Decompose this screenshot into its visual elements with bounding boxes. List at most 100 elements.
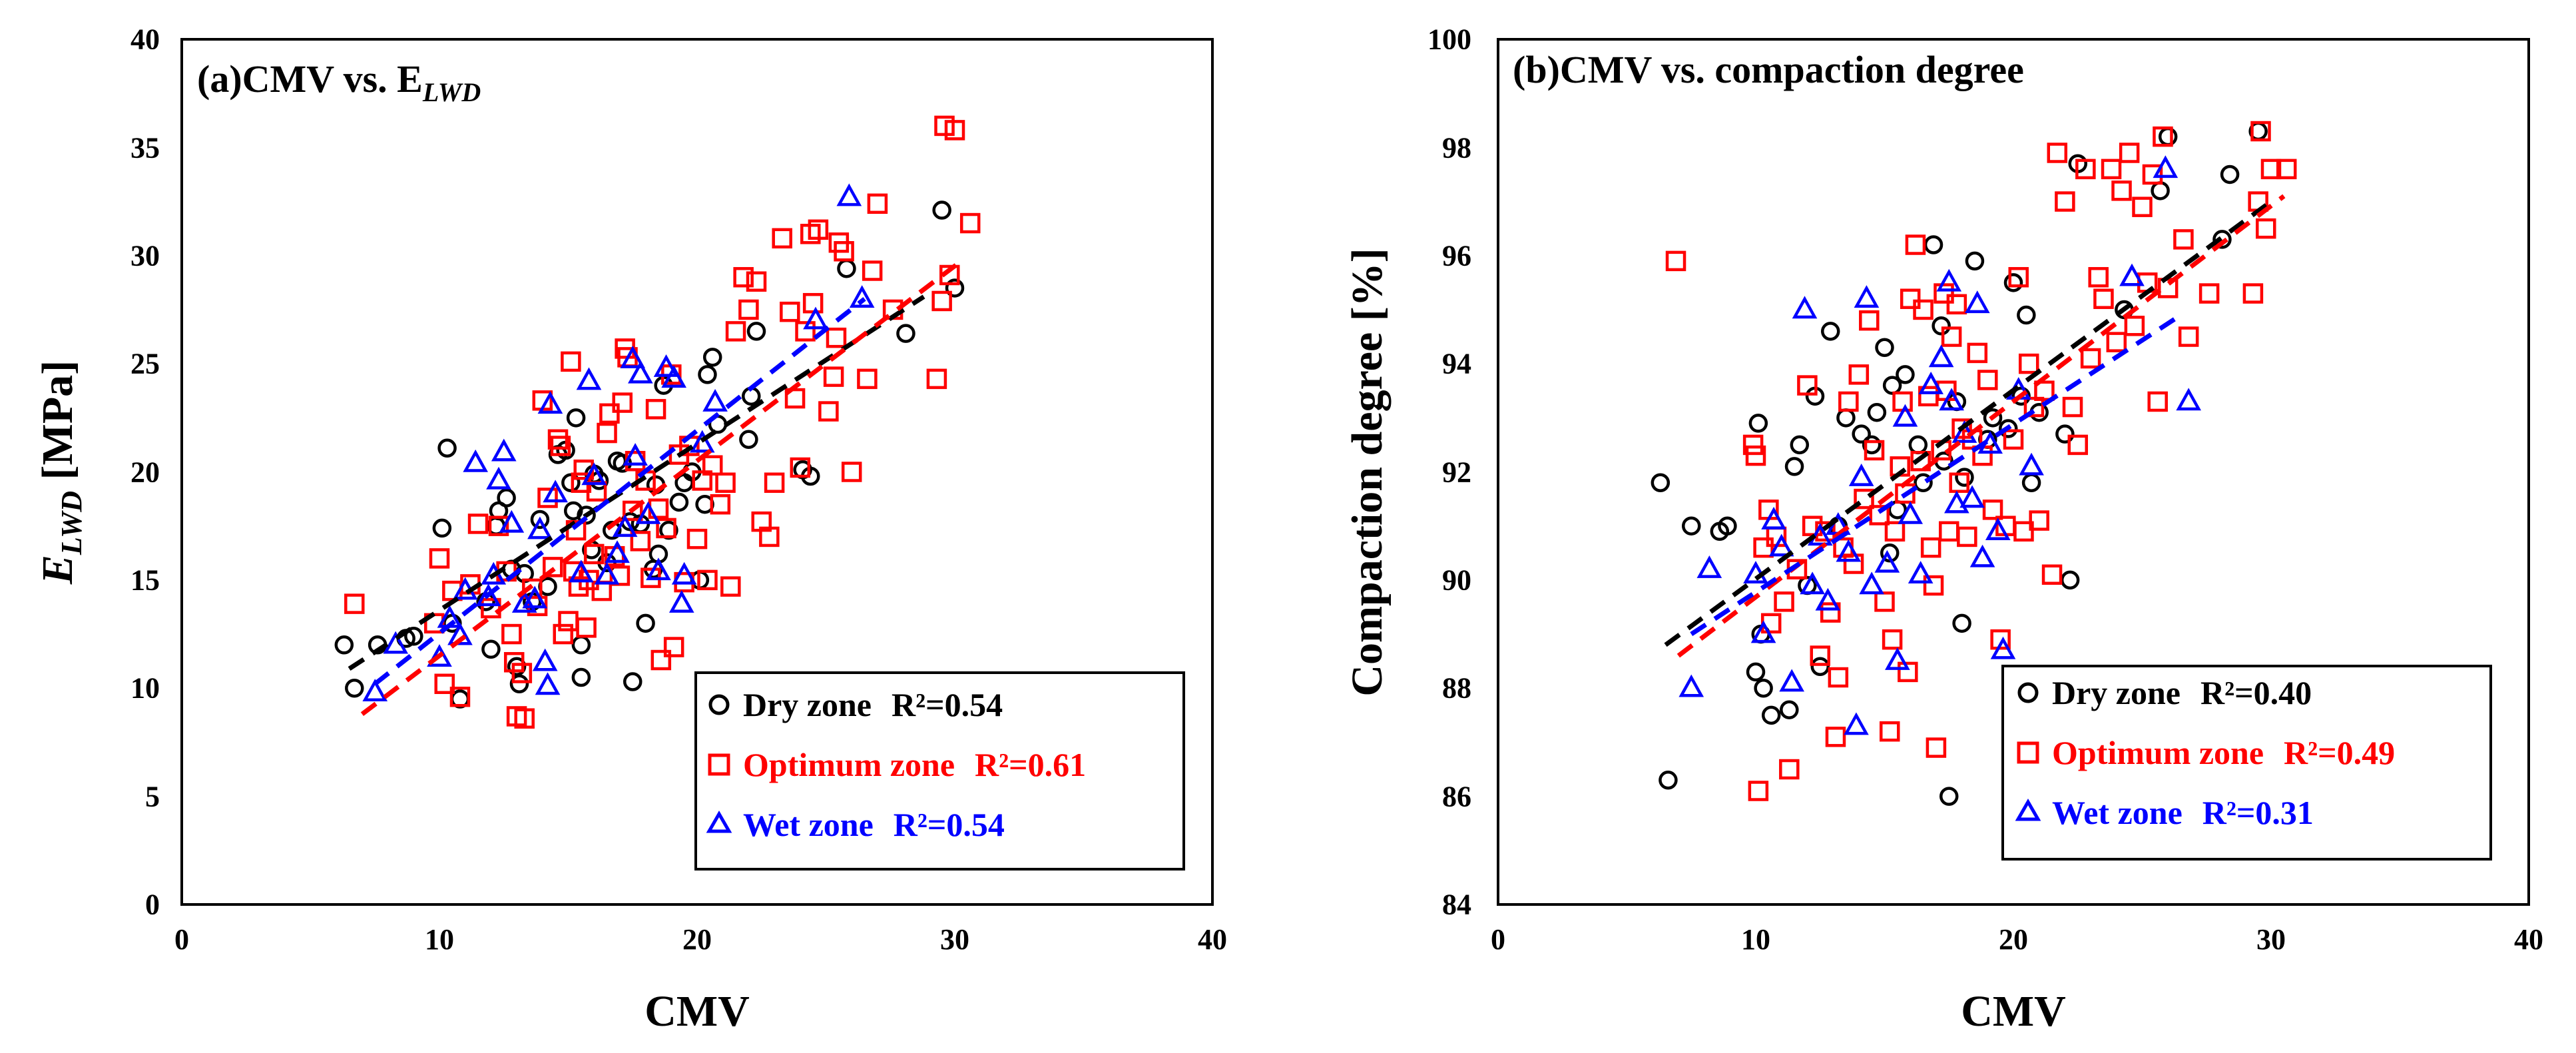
optimum-zone-point	[862, 260, 883, 281]
dry-zone-point	[1914, 473, 1933, 492]
optimum-zone-point	[1951, 418, 1972, 439]
dry-zone-point	[404, 627, 423, 646]
plot-frame	[1497, 38, 2530, 906]
legend-name: Optimum zone	[2052, 734, 2264, 771]
dry-zone-point	[437, 438, 457, 458]
legend-name: Wet zone	[2052, 794, 2183, 831]
y-tick-label: 94	[1442, 348, 1471, 380]
optimum-zone-point	[738, 299, 759, 320]
legend-box	[694, 671, 1185, 871]
dry-zone-point	[1862, 435, 1882, 455]
wet-zone-point	[383, 631, 409, 654]
optimum-zone-point	[2178, 326, 2199, 347]
optimum-zone-point	[720, 576, 741, 597]
wet-zone-point	[2019, 452, 2044, 476]
panel-b-chart: 84 86 88 90 92 94 96 98 100 0 10 20 30 4…	[1343, 23, 2543, 1036]
y-tick-label: 88	[1442, 672, 1471, 705]
optimum-zone-point	[1843, 553, 1864, 574]
dry-zone-point	[1718, 516, 1737, 535]
x-tick-labels: 0 10 20 30 40	[1491, 923, 2543, 956]
wet-zone-point	[491, 438, 517, 462]
dry-zone-point	[2021, 473, 2041, 492]
dry-zone-point	[2212, 230, 2232, 249]
optimum-zone-point	[692, 470, 712, 491]
dry-zone-point	[623, 672, 643, 691]
dry-zone-point	[530, 510, 550, 529]
optimum-zone-point	[2093, 288, 2114, 309]
optimum-zone-point	[2013, 521, 2034, 542]
optimum-zone-point	[1665, 250, 1686, 272]
wet-zone-point	[803, 306, 828, 330]
dry-zone-point	[432, 518, 452, 538]
optimum-zone-point	[650, 649, 672, 671]
fit-lines	[348, 260, 961, 717]
optimum-zone-point	[1977, 370, 1998, 390]
optimum-zone-point	[1848, 364, 1870, 385]
wet-zone-point	[653, 354, 679, 377]
optimum-zone-point	[1779, 759, 1800, 780]
optimum-zone-point	[2250, 121, 2271, 142]
optimum-zone-point	[1941, 326, 1962, 347]
optimum-zone-point	[2260, 159, 2282, 180]
wet-zone-point	[1969, 544, 1995, 567]
optimum-zone-point	[759, 526, 780, 547]
dry-zone-point	[1875, 338, 1894, 358]
x-axis-title: CMV	[644, 987, 750, 1036]
dry-zone-point	[2003, 273, 2023, 292]
optimum-zone-point	[2256, 218, 2276, 239]
wet-zone-point	[569, 559, 594, 583]
optimum-zone-point	[2041, 564, 2063, 585]
optimum-zone-point	[1838, 391, 1859, 412]
x-tick-labels: 0 10 20 30 40	[174, 923, 1227, 956]
y-tick-label: 10	[130, 672, 160, 705]
optimum-zone-point	[583, 543, 605, 565]
x-tick-label: 40	[2514, 923, 2543, 956]
optimum-zone-point	[2101, 159, 2122, 180]
wet-zone-point	[1908, 561, 1933, 584]
optimum-zone-point	[1825, 727, 1846, 747]
wet-zone-point	[1854, 285, 1880, 308]
y-tick-label: 35	[130, 132, 160, 165]
optimum-zone-point	[1748, 781, 1769, 801]
optimum-zone-point	[488, 516, 509, 536]
optimum-zone-point	[1920, 537, 1941, 558]
optimum-zone-point	[834, 241, 854, 262]
optimum-zone-point	[746, 271, 767, 292]
data-points	[334, 115, 981, 729]
optimum-zone-point	[434, 673, 455, 695]
optimum-zone-point	[867, 193, 888, 214]
optimum-zone-point	[841, 462, 862, 482]
optimum-zone-point	[1797, 375, 1818, 396]
optimum-zone-point	[612, 392, 633, 413]
optimum-zone-point	[1810, 645, 1830, 666]
optimum-zone-point	[1910, 451, 1931, 472]
optimum-zone-point	[959, 212, 981, 234]
optimum-zone-point	[772, 228, 792, 249]
x-tick-label: 20	[1999, 923, 2028, 956]
wet-zone-point	[594, 561, 620, 585]
optimum-zone-point	[429, 548, 450, 569]
optimum-zone-point	[926, 368, 947, 390]
wet-zone-point	[511, 589, 537, 613]
legend-label-dry: Dry zone R²=0.40	[2052, 674, 2312, 711]
optimum-zone-point	[2075, 159, 2096, 180]
optimum-zone-point	[2242, 283, 2264, 304]
dry-zone-point	[1780, 700, 1799, 719]
dry-zone-point	[837, 258, 856, 278]
x-tick-label: 20	[682, 923, 712, 956]
optimum-zone-point	[501, 623, 522, 645]
dry-zone-point	[669, 492, 689, 512]
wet-zone-point	[2119, 263, 2145, 286]
x-tick-label: 30	[2256, 923, 2286, 956]
optimum-zone-point	[808, 219, 829, 240]
wet-zone-point	[605, 540, 630, 563]
panel-title-main: (a)CMV vs. E	[197, 57, 423, 101]
optimum-zone-point	[2055, 191, 2075, 212]
optimum-zone-point	[2173, 229, 2194, 250]
optimum-zone-point	[547, 429, 569, 450]
optimum-zone-fit-line	[1676, 194, 2286, 658]
dry-zone-point	[1965, 251, 1985, 271]
x-tick-label: 10	[425, 923, 454, 956]
dry-zone-point	[1908, 435, 1928, 455]
legend-name: Dry zone	[743, 686, 872, 723]
